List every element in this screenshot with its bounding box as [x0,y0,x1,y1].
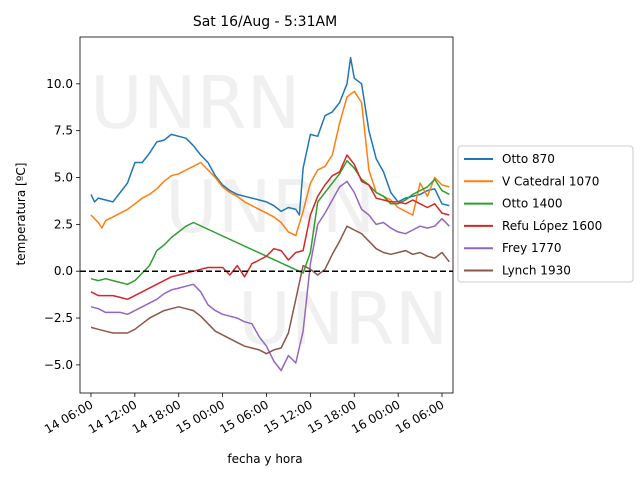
x-axis-label: fecha y hora [227,452,302,466]
series-line [90,56,450,216]
watermark-text: UNRN [90,61,300,145]
y-tick-label: 7.5 [54,124,73,138]
legend-label: Otto 1400 [502,197,563,211]
x-tick-label: 16 06:00 [393,397,446,436]
series-layer [90,56,450,372]
x-tick-label: 15 18:00 [305,397,358,436]
series-line [90,180,450,372]
series-line [90,154,450,301]
series-line [90,90,450,237]
series-line [90,225,450,355]
legend: Otto 870 V Catedral 1070 Otto 1400 Refu Lóp… [457,145,634,283]
y-tick-label: −5.0 [44,358,73,372]
y-axis-ticks: −5.0 −2.5 0.0 2.5 5.0 7.5 10.0 [44,77,80,372]
legend-label: V Catedral 1070 [502,174,599,188]
legend-label: Lynch 1930 [502,264,571,278]
y-tick-label: 2.5 [54,217,73,231]
watermark-layer: UNRN UNRN UNRN [90,61,448,361]
watermark-text: UNRN [165,165,375,249]
series-line [90,159,450,286]
watermark-text: UNRN [238,277,448,361]
y-axis-label: temperatura [ºC] [14,163,28,266]
legend-label: Refu López 1600 [502,219,602,233]
y-tick-label: 10.0 [46,77,73,91]
x-tick-label: 14 18:00 [130,397,183,436]
y-tick-label: 5.0 [54,171,73,185]
x-tick-label: 15 00:00 [174,397,227,436]
x-tick-label: 14 06:00 [42,397,95,436]
legend-label: Otto 870 [502,152,555,166]
legend-items: Otto 870 V Catedral 1070 Otto 1400 Refu Lóp… [464,152,602,278]
chart-title: Sat 16/Aug - 5:31AM [193,14,337,30]
plot-area [79,36,454,394]
x-tick-label: 15 12:00 [261,397,314,436]
legend-label: Frey 1770 [502,241,562,255]
y-tick-label: −2.5 [44,311,73,325]
x-tick-label: 15 06:00 [218,397,271,436]
x-tick-label: 16 00:00 [349,397,402,436]
x-tick-label: 14 12:00 [86,397,139,436]
legend-box [457,145,634,283]
y-tick-label: 0.0 [54,264,73,278]
